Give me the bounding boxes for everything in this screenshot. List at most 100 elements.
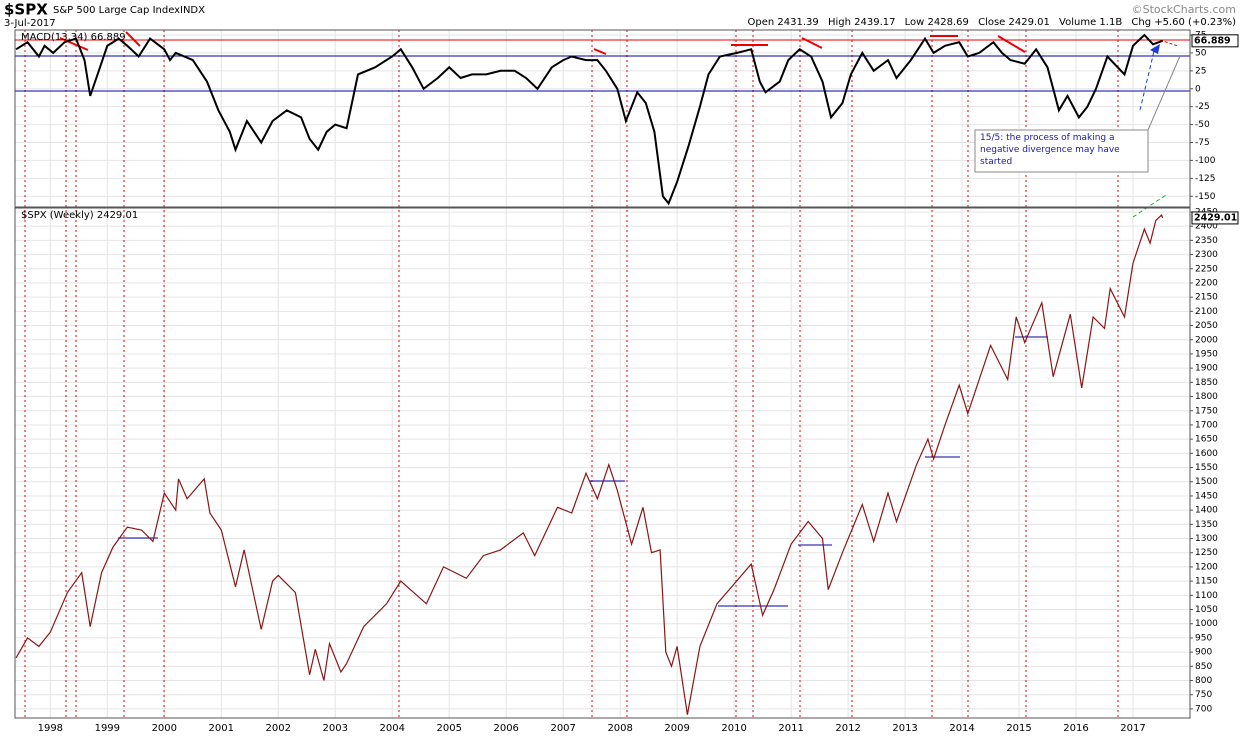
x-tick-label: 1999: [95, 723, 120, 734]
x-tick-label: 2014: [949, 723, 974, 734]
arrow-head: [1150, 44, 1160, 54]
x-tick-label: 2002: [266, 723, 291, 734]
stat: Volume 1.1B: [1059, 17, 1122, 28]
panel-frame: [14, 207, 1191, 719]
x-tick-label: 2000: [152, 723, 177, 734]
series-line: [15, 214, 1164, 715]
y-tick-label: 1600: [1195, 449, 1218, 459]
y-tick-label: 1850: [1195, 378, 1218, 388]
y-tick-label: 2100: [1195, 307, 1218, 317]
y-tick-label: 950: [1195, 633, 1212, 643]
y-tick-label: 800: [1195, 676, 1212, 686]
y-tick-label: 1950: [1195, 349, 1218, 359]
callout-box: [974, 129, 1149, 173]
date: 3-Jul-2017: [4, 18, 56, 29]
y-tick-label: 2400: [1195, 222, 1218, 232]
trend-mark: [59, 37, 89, 51]
legend-entry: MACD(13,34) 66.889: [21, 32, 126, 43]
y-tick-label: 25: [1195, 66, 1206, 76]
last-value-box: [1191, 211, 1239, 225]
x-tick-label: 2008: [607, 723, 632, 734]
x-tick-label: 2005: [436, 723, 461, 734]
y-tick-label: 1400: [1195, 506, 1218, 516]
legend-entry: $SPX (Weekly) 2429.01: [21, 210, 138, 221]
x-tick-label: 2016: [1063, 723, 1088, 734]
x-tick-label: 2010: [721, 723, 746, 734]
y-tick-label: -25: [1195, 102, 1210, 112]
y-tick-label: 2150: [1195, 293, 1218, 303]
y-tick-label: 2250: [1195, 264, 1218, 274]
x-tick-label: 2012: [835, 723, 860, 734]
y-tick-label: 1650: [1195, 435, 1218, 445]
trend-mark: [1159, 39, 1179, 47]
y-tick-label: 1350: [1195, 520, 1218, 530]
exchange: INDX: [180, 5, 205, 16]
y-tick-label: 2000: [1195, 335, 1218, 345]
y-tick-label: 1750: [1195, 406, 1218, 416]
grids: [15, 30, 1190, 718]
y-tick-label: 2350: [1195, 236, 1218, 246]
x-tick-label: 2004: [380, 723, 405, 734]
callout: 15/5: the process of making a negative d…: [980, 133, 1120, 167]
y-tick-label: 1100: [1195, 591, 1218, 601]
y-tick-label: 900: [1195, 648, 1212, 658]
x-tick-label: 2001: [209, 723, 234, 734]
last-value-box: [1191, 34, 1239, 48]
stat: High 2439.17: [828, 17, 896, 28]
y-tick-label: 1200: [1195, 562, 1218, 572]
last-value-label: 2429.01: [1194, 212, 1237, 223]
x-tick-label: 2006: [493, 723, 518, 734]
y-tick-label: 700: [1195, 704, 1212, 714]
y-tick-label: -50: [1195, 120, 1210, 130]
y-tick-label: 1900: [1195, 364, 1218, 374]
y-tick-label: 0: [1195, 84, 1201, 94]
stats: Open 2431.39 High 2439.17 Low 2428.69 Cl…: [748, 17, 1237, 28]
y-tick-label: 1550: [1195, 463, 1218, 473]
y-tick-label: 1500: [1195, 477, 1218, 487]
y-tick-label: 1300: [1195, 534, 1218, 544]
y-tick-label: 50: [1195, 48, 1207, 58]
callout-text: 15/5: the process of making a negative d…: [980, 133, 1120, 167]
y-tick-label: 1250: [1195, 548, 1218, 558]
index-name: S&P 500 Large Cap Index: [53, 5, 180, 16]
y-tick-label: 1450: [1195, 491, 1218, 501]
arrow: [1139, 46, 1156, 111]
x-tick-label: 2011: [778, 723, 803, 734]
trend-mark: [125, 31, 141, 47]
x-tick-label: 2007: [550, 723, 575, 734]
x-tick-label: 2003: [323, 723, 348, 734]
plots: 7550250-25-50-75-100-125-150MACD(13,34) …: [15, 31, 1239, 734]
y-tick-label: -100: [1195, 156, 1216, 166]
trend-mark: [593, 48, 607, 55]
x-tick-label: 2013: [892, 723, 917, 734]
stat: Low 2428.69: [905, 17, 969, 28]
y-tick-label: 1000: [1195, 619, 1218, 629]
y-tick-label: 850: [1195, 662, 1212, 672]
logo: ©StockCharts.com: [1132, 3, 1236, 16]
trend-mark: [801, 37, 823, 49]
stat: Open 2431.39: [748, 17, 819, 28]
x-tick-label: 2017: [1120, 723, 1145, 734]
series-line: [15, 33, 1163, 206]
x-tick-label: 2015: [1006, 723, 1031, 734]
y-tick-label: 1700: [1195, 420, 1218, 430]
y-tick-label: 750: [1195, 690, 1212, 700]
trend-mark: [997, 35, 1026, 53]
x-tick-label: 1998: [38, 723, 63, 734]
y-tick-label: 1150: [1195, 577, 1218, 587]
y-tick-label: 1800: [1195, 392, 1218, 402]
y-tick-label: -125: [1195, 174, 1215, 184]
callout-pointer: [1147, 55, 1181, 131]
stat: Close 2429.01: [978, 17, 1050, 28]
y-tick-label: 1050: [1195, 605, 1218, 615]
last-value-label: 66.889: [1194, 35, 1231, 46]
y-tick-label: -150: [1195, 192, 1216, 202]
stat: Chg +5.60 (+0.23%): [1131, 17, 1236, 28]
x-tick-label: 2009: [664, 723, 689, 734]
y-tick-label: 2200: [1195, 278, 1218, 288]
symbol: $SPX: [4, 1, 48, 19]
panel-frame: [14, 29, 1191, 208]
y-tick-label: -75: [1195, 138, 1210, 148]
y-tick-label: 2050: [1195, 321, 1218, 331]
